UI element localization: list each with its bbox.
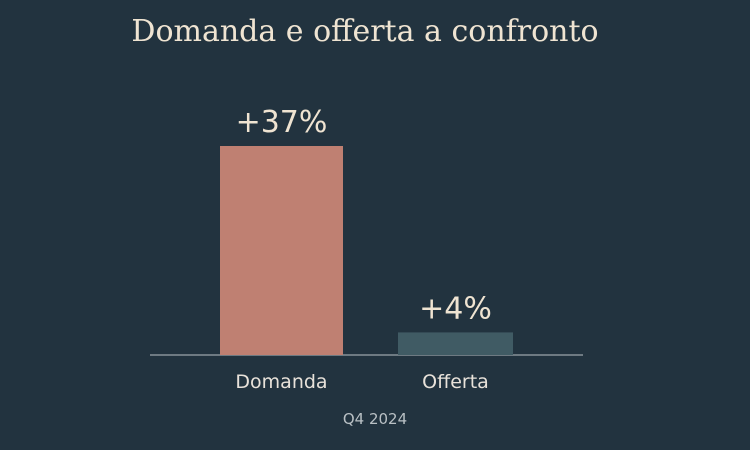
value-label-domanda: +37% (236, 105, 328, 140)
bar-offerta (398, 332, 513, 355)
bar-domanda (220, 146, 343, 355)
value-label-offerta: +4% (419, 291, 492, 326)
value-labels-group: +37% +4% (236, 105, 492, 326)
chart-title: Domanda e offerta a confronto (131, 14, 599, 49)
period-footnote: Q4 2024 (342, 410, 408, 428)
bars-group (220, 146, 513, 355)
category-label-domanda: Domanda (235, 371, 327, 393)
category-labels-group: Domanda Offerta (235, 371, 488, 393)
category-label-offerta: Offerta (422, 371, 489, 393)
